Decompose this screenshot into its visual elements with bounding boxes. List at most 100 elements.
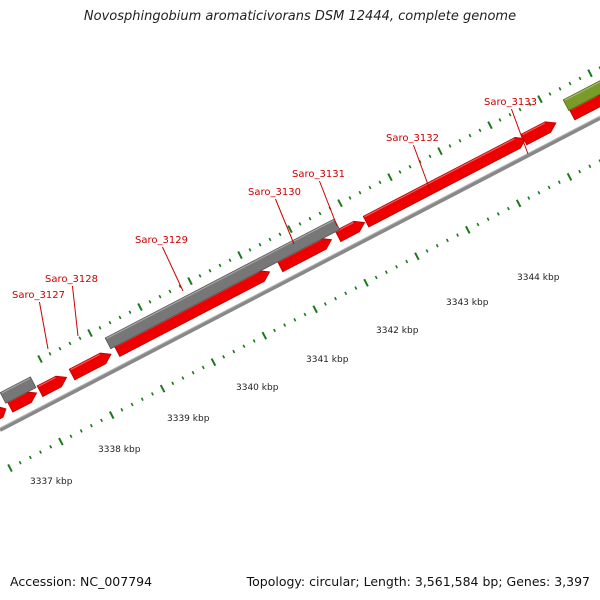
gray-feature-shine [1,377,31,394]
gene-arrow-shine [364,138,515,218]
lower-scale-tick [323,302,327,306]
gene-label: Saro_3129 [135,235,188,246]
lower-scale-tick [334,296,337,301]
lower-scale-tick [150,392,154,396]
upper-scale-tick [468,133,472,138]
kbp-scale-label: 3339 kbp [167,414,210,424]
upper-scale-tick [537,95,543,104]
lower-scale-tick [435,243,439,248]
upper-scale-tick [48,352,52,356]
upper-scale-tick [248,248,252,252]
upper-scale-tick [387,173,393,182]
lower-scale-tick [222,355,226,359]
lower-scale-tick [283,323,287,327]
lower-scale-tick [108,411,115,420]
upper-scale-tick [278,232,282,237]
lower-scale-tick [100,418,103,423]
lower-scale-tick [181,376,185,380]
kbp-scale-label: 3344 kbp [517,273,560,283]
lower-scale-tick [486,217,490,222]
genome-backbone [0,116,600,432]
upper-scale-tick [118,315,122,320]
upper-scale-tick [98,326,102,330]
lower-scale-tick [273,328,276,333]
gene-label: Saro_3130 [248,187,301,198]
upper-scale-tick [358,190,362,195]
upper-scale-tick [568,81,572,86]
lower-scale-tick [312,305,318,314]
lower-scale-tick [476,222,480,227]
lower-scale-tick [120,407,124,412]
gene-label: Saro_3128 [45,274,98,285]
lower-scale-tick [191,370,195,375]
gene-label-leader [38,301,49,350]
lower-scale-tick [7,463,13,473]
upper-scale-tick [487,121,493,130]
upper-scale-tick [298,222,302,226]
lower-scale-tick [58,437,64,446]
lower-scale-tick [242,344,246,349]
lower-scale-tick [363,278,369,287]
upper-scale-tick [287,225,293,234]
lower-scale-tick [395,265,398,269]
gene-arrow [520,121,557,146]
upper-scale-tick [448,144,452,148]
lower-scale-tick [303,312,307,317]
kbp-scale-label: 3337 kbp [30,477,73,487]
upper-scale-tick [587,69,593,78]
upper-scale-tick [108,320,112,325]
upper-scale-tick [37,354,43,364]
lower-scale-tick [159,384,166,393]
upper-scale-tick [508,112,512,117]
olive-feature-shine [564,81,600,101]
lower-scale-tick [425,249,429,253]
gene-label: Saro_3131 [292,169,345,180]
gray-feature-shine [106,219,334,339]
upper-scale-tick [218,263,222,268]
lower-scale-tick [384,270,388,274]
gene-arrow [36,375,68,398]
gene-label-leader [71,285,79,337]
upper-scale-tick [208,268,212,273]
lower-scale-tick [414,252,420,261]
gene-label: Saro_3132 [386,133,439,144]
lower-scale-tick [578,169,582,174]
gene-arrow [362,137,527,228]
kbp-scale-label: 3342 kbp [376,326,419,336]
lower-scale-tick [374,275,378,280]
gene-arrow [334,220,366,243]
upper-scale-tick [318,211,322,216]
upper-scale-tick [348,196,352,200]
upper-scale-tick [137,303,143,312]
upper-scale-tick [87,329,93,338]
upper-scale-tick [128,310,132,315]
lower-scale-tick [405,259,409,264]
upper-scale-tick [498,118,502,122]
genome-title: Novosphingobium aromaticivorans DSM 1244… [83,9,517,24]
lower-scale-tick [89,423,93,428]
lower-scale-tick [537,190,541,195]
kbp-scale-label: 3341 kbp [306,355,349,365]
upper-scale-tick [478,128,482,133]
gene-arrow-shine [38,377,56,387]
lower-scale-tick [547,185,551,190]
upper-scale-tick [78,336,82,341]
upper-scale-tick [168,289,172,294]
gene-label-leader [161,246,184,292]
gray-feature [0,376,37,404]
kbp-scale-label: 3338 kbp [98,445,141,455]
lower-scale-tick [28,455,32,460]
lower-scale-tick [293,318,297,322]
kbp-scale-label: 3343 kbp [446,298,489,308]
upper-scale-tick [437,147,443,156]
lower-scale-tick [507,206,510,211]
lower-scale-tick [445,238,449,243]
upper-scale-tick [148,300,152,304]
lower-scale-tick [496,212,500,216]
lower-scale-tick [49,445,53,449]
upper-scale-tick [258,242,262,247]
upper-scale-tick [578,76,582,81]
gene-label-leader [510,108,529,155]
lower-scale-tick [130,402,134,407]
